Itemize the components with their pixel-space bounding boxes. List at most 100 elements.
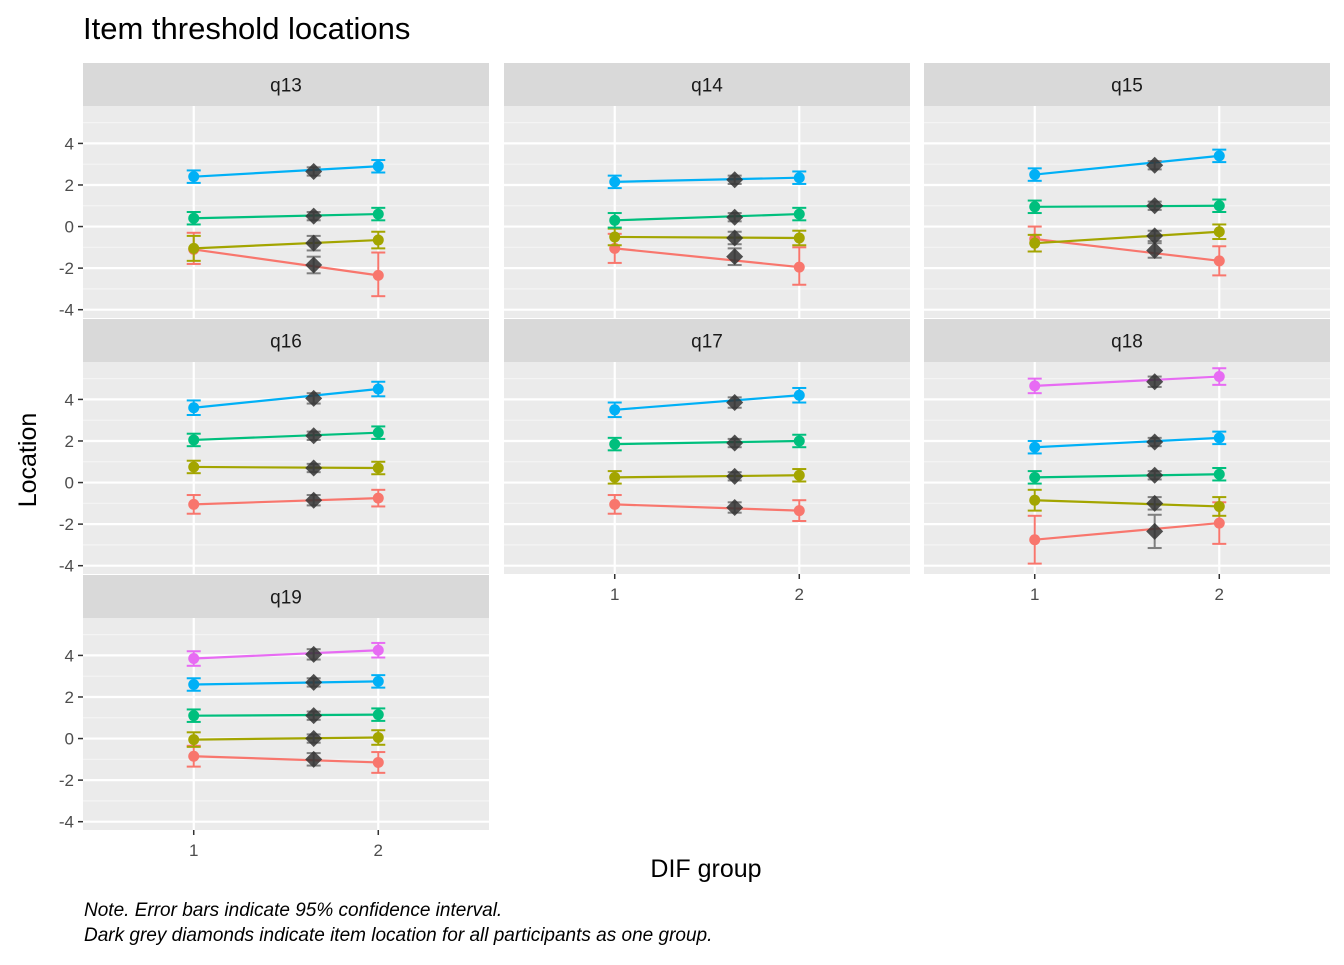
threshold-series-4 xyxy=(186,673,386,692)
series-line xyxy=(193,713,379,717)
threshold-series-3 xyxy=(186,425,386,448)
group-2-point xyxy=(372,234,384,246)
series-line xyxy=(193,680,379,686)
group-2-point xyxy=(1213,226,1225,238)
panel-background xyxy=(924,106,1330,318)
threshold-series-3 xyxy=(186,707,386,725)
group-1-point xyxy=(1029,380,1041,392)
facet-strip-label: q15 xyxy=(1111,76,1143,97)
series-line xyxy=(614,176,800,183)
threshold-series-3 xyxy=(607,433,807,452)
facet-panel-q17: q17 1 2 xyxy=(504,319,910,604)
group-2-point xyxy=(372,492,384,504)
panel-background xyxy=(504,362,910,574)
facet-panel-q13: q13 4 2 0 -2 -4 xyxy=(59,63,489,320)
group-2-point xyxy=(1213,432,1225,444)
group-2-point xyxy=(372,269,384,281)
facet-strip xyxy=(504,63,910,106)
y-tick-label: 0 xyxy=(65,218,74,237)
series-line xyxy=(1034,473,1220,479)
group-1-point xyxy=(609,214,621,226)
y-tick-label: -2 xyxy=(59,515,74,534)
facet-strip-label: q14 xyxy=(691,76,723,97)
overall-diamond xyxy=(726,434,744,452)
group-2-point xyxy=(372,675,384,687)
threshold-series-3 xyxy=(607,206,807,229)
facet-strip xyxy=(924,319,1330,362)
facet-strip xyxy=(83,575,489,618)
threshold-series-5 xyxy=(186,641,386,667)
y-tick-label: 2 xyxy=(65,688,74,707)
group-1-point xyxy=(188,498,200,510)
series-line xyxy=(614,503,800,512)
facet-strip-label: q19 xyxy=(270,588,302,609)
x-tick-label: 2 xyxy=(374,841,383,860)
series-line xyxy=(1034,230,1220,245)
overall-diamond xyxy=(305,162,323,180)
group-1-point xyxy=(1029,494,1041,506)
group-2-point xyxy=(1213,371,1225,383)
group-2-point xyxy=(793,172,805,184)
group-2-point xyxy=(1213,517,1225,529)
overall-diamond xyxy=(726,248,744,266)
overall-diamond xyxy=(305,730,323,748)
threshold-series-1 xyxy=(186,488,386,515)
overall-diamond xyxy=(305,491,323,509)
overall-diamond xyxy=(305,427,323,445)
series-line xyxy=(193,165,379,178)
series-line xyxy=(193,736,379,741)
y-tick-label: -4 xyxy=(59,813,74,832)
series-line xyxy=(614,212,800,222)
threshold-series-2 xyxy=(186,230,386,262)
threshold-series-1 xyxy=(607,232,807,286)
group-1-point xyxy=(609,438,621,450)
series-line xyxy=(614,247,800,269)
y-tick-label: -2 xyxy=(59,771,74,790)
group-1-point xyxy=(609,176,621,188)
group-2-point xyxy=(372,756,384,768)
facet-strip xyxy=(924,63,1330,106)
x-tick-label: 1 xyxy=(189,841,198,860)
threshold-series-1 xyxy=(607,494,807,522)
group-2-point xyxy=(793,435,805,447)
series-line xyxy=(193,755,379,764)
group-1-point xyxy=(188,710,200,722)
group-2-point xyxy=(372,427,384,439)
facet-strip-label: q17 xyxy=(691,332,723,353)
overall-diamond xyxy=(305,234,323,252)
y-tick-label: 4 xyxy=(65,134,74,153)
group-1-point xyxy=(1029,471,1041,483)
group-2-point xyxy=(372,160,384,172)
overall-diamond xyxy=(305,256,323,274)
series-line xyxy=(614,439,800,446)
group-1-point xyxy=(188,734,200,746)
y-tick-label: -4 xyxy=(59,557,74,576)
panel-background xyxy=(504,106,910,318)
series-line xyxy=(193,465,379,470)
group-2-point xyxy=(793,261,805,273)
group-1-point xyxy=(1029,201,1041,213)
series-line xyxy=(1034,499,1220,508)
facet-strip-label: q18 xyxy=(1111,332,1143,353)
facet-panel-q16: q16 4 2 0 -2 -4 xyxy=(59,319,489,576)
group-1-point xyxy=(609,498,621,510)
overall-diamond xyxy=(1146,197,1164,215)
overall-diamond xyxy=(1146,156,1164,174)
threshold-series-3 xyxy=(1027,197,1227,215)
series-line xyxy=(193,649,379,660)
group-2-point xyxy=(372,732,384,744)
y-axis-label: Location xyxy=(14,413,42,508)
group-1-point xyxy=(1029,169,1041,181)
group-1-point xyxy=(188,653,200,665)
facet-panel-q14: q14 xyxy=(504,63,910,318)
threshold-series-2 xyxy=(607,467,807,485)
panel-background xyxy=(83,618,489,830)
facet-strip-label: q13 xyxy=(270,76,302,97)
group-1-point xyxy=(1029,534,1041,546)
overall-diamond xyxy=(1146,227,1164,245)
panel-background xyxy=(924,362,1330,574)
group-1-point xyxy=(188,679,200,691)
overall-diamond xyxy=(305,673,323,691)
facet-strip xyxy=(83,63,489,106)
note-line-1: Note. Error bars indicate 95% confidence… xyxy=(84,900,502,921)
